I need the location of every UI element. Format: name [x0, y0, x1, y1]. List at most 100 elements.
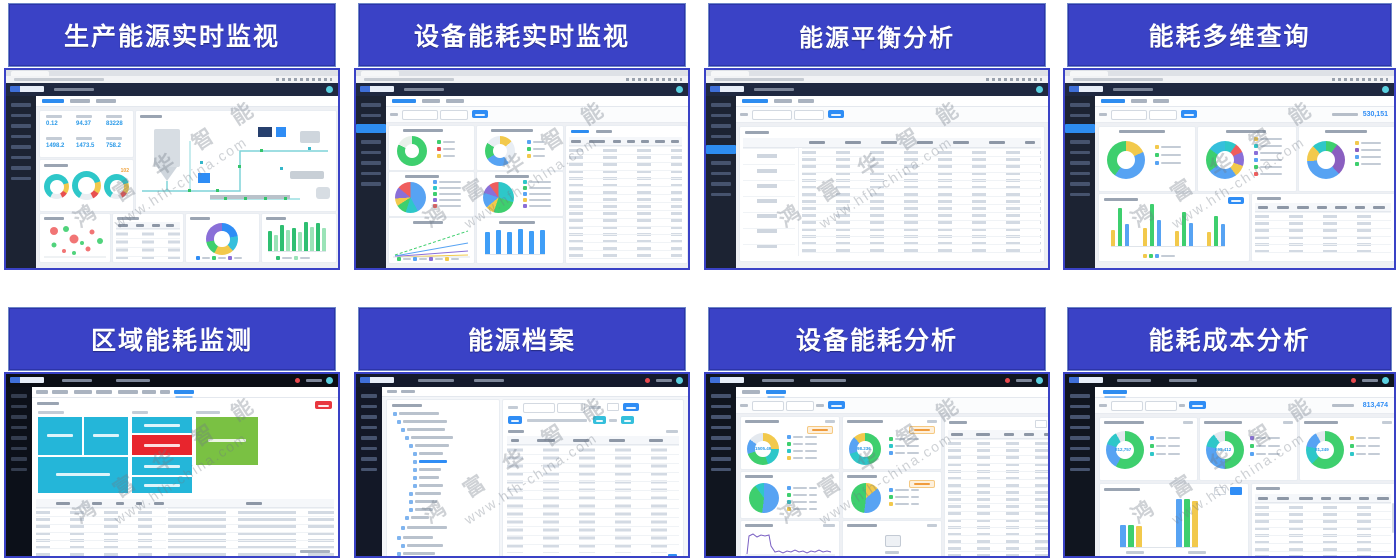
treemap-block-cyan[interactable] [132, 457, 192, 475]
export-button[interactable] [315, 401, 332, 409]
select-input[interactable] [440, 110, 468, 120]
active-sidebar-item[interactable] [706, 145, 736, 154]
select-input[interactable] [794, 110, 824, 120]
page-tabs[interactable] [36, 96, 338, 107]
sidebar-menu[interactable] [6, 96, 36, 268]
donut-chart [1306, 431, 1344, 469]
search-button[interactable] [1181, 110, 1197, 118]
user-avatar[interactable] [1382, 86, 1389, 93]
import-button[interactable] [593, 416, 606, 424]
treemap-block-green[interactable] [196, 417, 258, 465]
alert-indicator[interactable] [295, 378, 300, 383]
user-avatar[interactable] [326, 377, 333, 384]
sidebar-menu[interactable] [356, 387, 382, 556]
treemap-block-cyan[interactable] [132, 417, 192, 433]
user-avatar[interactable] [326, 86, 333, 93]
extension-icons[interactable] [986, 78, 1042, 81]
bar-chart-card [261, 213, 337, 263]
donut-card: 98.236 [842, 416, 942, 470]
treemap-block-cyan[interactable] [132, 477, 192, 493]
highlight-badge [909, 480, 935, 488]
sidebar-menu[interactable] [706, 387, 736, 556]
donut-card: 698,412 [1199, 417, 1298, 481]
user-avatar[interactable] [676, 377, 683, 384]
extension-icons[interactable] [626, 78, 682, 81]
page-tabs[interactable] [736, 387, 1048, 398]
search-button[interactable] [623, 403, 639, 411]
filter-input[interactable] [523, 403, 555, 413]
address-bar[interactable] [1073, 78, 1163, 81]
user-avatar[interactable] [1036, 377, 1043, 384]
search-button[interactable] [472, 110, 488, 118]
browser-tab[interactable] [11, 71, 49, 76]
pagination[interactable] [300, 550, 330, 553]
page-tabs[interactable] [32, 387, 338, 398]
selected-tree-node[interactable] [413, 459, 447, 464]
search-button[interactable] [1189, 401, 1206, 409]
treemap-block-red[interactable] [132, 435, 192, 455]
chart-toggle[interactable] [1049, 420, 1050, 428]
date-input[interactable] [1111, 401, 1143, 411]
date-input[interactable] [1145, 401, 1177, 411]
dashboard-content: 530,151 [1095, 96, 1394, 268]
search-button[interactable] [828, 110, 844, 118]
select-input[interactable] [752, 401, 784, 411]
page-button[interactable] [668, 554, 677, 556]
filter-input[interactable] [557, 403, 585, 413]
treemap-block-cyan[interactable] [84, 417, 128, 455]
page-tabs[interactable] [1095, 387, 1394, 398]
select-input[interactable] [786, 401, 814, 411]
table-toggle[interactable] [1035, 420, 1047, 428]
chart-toggle[interactable] [1230, 487, 1242, 495]
extension-icons[interactable] [276, 78, 332, 81]
page-tabs[interactable] [386, 96, 688, 107]
bar-chart [485, 226, 545, 255]
select-input[interactable] [402, 110, 438, 120]
browser-tab[interactable] [361, 71, 399, 76]
browser-tab[interactable] [711, 71, 749, 76]
alert-indicator[interactable] [1005, 378, 1010, 383]
alert-indicator[interactable] [645, 378, 650, 383]
cost-table-card [1251, 483, 1394, 556]
sidebar-menu[interactable] [1065, 387, 1095, 556]
search-button[interactable] [828, 401, 845, 409]
treemap-block-cyan[interactable] [38, 457, 128, 493]
dashboard-content [382, 387, 688, 556]
page-tabs[interactable] [736, 96, 1048, 107]
panel-title: 能源平衡分析 [799, 24, 955, 52]
address-bar[interactable] [364, 78, 454, 81]
page-tabs[interactable] [1095, 96, 1394, 107]
alert-indicator[interactable] [1351, 378, 1356, 383]
sidebar-menu[interactable] [1065, 96, 1095, 268]
treemap-block-cyan[interactable] [38, 417, 82, 455]
sidebar-menu[interactable] [356, 96, 386, 268]
filter-bar [386, 107, 688, 123]
select-input[interactable] [1111, 110, 1147, 120]
device-table-card [565, 125, 688, 264]
select-input[interactable] [752, 110, 792, 120]
grouped-bar-card [1098, 193, 1250, 262]
chart-toggle-button[interactable] [1228, 197, 1244, 204]
export-button[interactable] [621, 416, 634, 424]
extension-icons[interactable] [1332, 78, 1388, 81]
sidebar-menu[interactable] [706, 96, 736, 268]
add-button[interactable] [508, 416, 522, 424]
user-avatar[interactable] [1382, 377, 1389, 384]
user-avatar[interactable] [1036, 86, 1043, 93]
scrollbar[interactable] [1392, 503, 1394, 533]
donut-chart [1107, 141, 1145, 179]
address-bar[interactable] [14, 78, 104, 81]
screenshot-regional-energy-monitor: 鸿 富 华 智 能 www.hfh-china.com [4, 372, 340, 558]
user-avatar[interactable] [676, 86, 683, 93]
table-toggle[interactable] [1214, 487, 1226, 495]
data-table [507, 445, 679, 553]
active-sidebar-item[interactable] [356, 124, 386, 133]
archive-tree-panel[interactable] [386, 399, 500, 556]
toggle-chip[interactable] [607, 403, 619, 411]
sidebar-menu[interactable] [6, 387, 32, 556]
active-sidebar-item[interactable] [1065, 124, 1095, 133]
address-bar[interactable] [714, 78, 804, 81]
browser-tab[interactable] [1070, 71, 1108, 76]
line-chart [393, 230, 470, 258]
select-input[interactable] [1149, 110, 1177, 120]
